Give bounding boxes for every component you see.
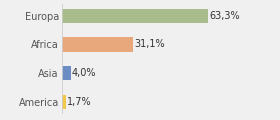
Bar	[62, 95, 66, 109]
Bar	[62, 66, 71, 80]
Bar	[62, 37, 134, 52]
Text: 31,1%: 31,1%	[135, 39, 165, 49]
Text: 4,0%: 4,0%	[72, 68, 97, 78]
Bar	[62, 9, 208, 23]
Text: 63,3%: 63,3%	[209, 11, 240, 21]
Text: 1,7%: 1,7%	[67, 97, 91, 107]
